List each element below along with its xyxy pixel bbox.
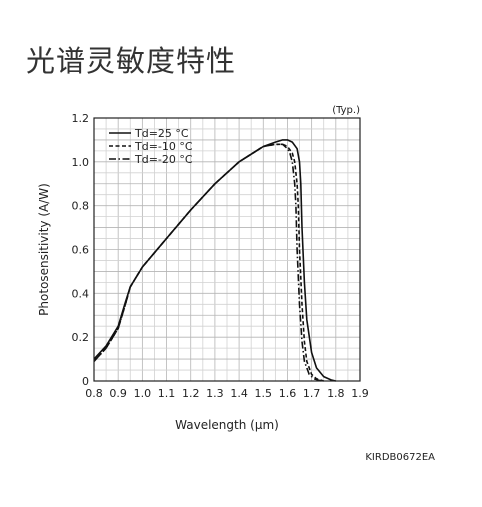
chart-series-layer [93,139,336,382]
legend-label-2: Td=-10 °C [134,140,193,153]
y-tick-label: 0.2 [72,331,90,344]
plot-frame [93,117,361,382]
x-tick-label: 1.0 [134,387,152,400]
chart-grid [94,118,360,381]
legend-label-3: Td=-20 °C [134,153,193,166]
y-axis-label: Photosensitivity (A/W) [37,183,51,316]
x-tick-label: 1.9 [351,387,369,400]
chart-legend: Td=25 °CTd=-10 °CTd=-20 °C [109,127,193,166]
x-tick-labels: 0.8 0.9 1.0 1.1 1.2 1.3 1.4 1.5 1.6 1.7 1.8 1.9 [85,387,369,400]
x-tick-label: 1.4 [230,387,248,400]
y-tick-labels: 0 0.2 0.4 0.6 0.8 1.0 1.2 [72,112,90,388]
y-tick-label: 0.6 [72,244,90,257]
y-tick-label: 0 [82,375,89,388]
x-tick-label: 1.2 [182,387,200,400]
y-tick-label: 1.0 [72,156,90,169]
x-tick-label: 0.9 [109,387,127,400]
series-line-2 [93,143,324,382]
x-tick-label: 1.8 [327,387,345,400]
x-tick-label: 0.8 [85,387,103,400]
page-title: 光谱灵敏度特性 [26,44,237,78]
x-tick-label: 1.3 [206,387,224,400]
y-tick-label: 1.2 [72,112,90,125]
x-tick-label: 1.5 [255,387,273,400]
y-tick-label: 0.4 [72,287,90,300]
x-tick-label: 1.6 [279,387,297,400]
x-tick-label: 1.1 [158,387,176,400]
document-code: KIRDB0672EA [365,452,435,463]
x-axis-label: Wavelength (μm) [175,418,279,432]
typical-note: (Typ.) [332,105,360,116]
series-line-3 [93,143,322,382]
legend-label-1: Td=25 °C [134,127,189,140]
x-tick-label: 1.7 [303,387,321,400]
y-tick-label: 0.8 [72,200,90,213]
